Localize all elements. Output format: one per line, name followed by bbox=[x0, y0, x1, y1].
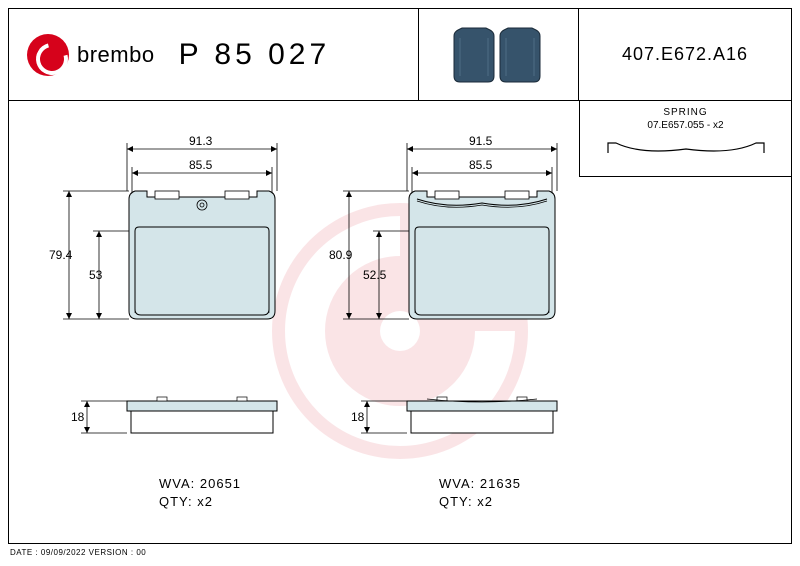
header-thumb bbox=[419, 9, 579, 100]
dim-text: 85.5 bbox=[469, 158, 493, 172]
dim-text: 91.5 bbox=[469, 134, 493, 148]
model-code: 407.E672.A16 bbox=[579, 9, 791, 100]
qty-value: x2 bbox=[197, 494, 213, 509]
brembo-icon bbox=[27, 34, 69, 76]
qty-label: QTY: bbox=[439, 494, 473, 509]
qty-right: QTY: x2 bbox=[439, 494, 493, 509]
qty-left: QTY: x2 bbox=[159, 494, 213, 509]
wva-label: WVA: bbox=[439, 476, 475, 491]
pad-thumbnail-icon bbox=[444, 20, 554, 90]
qty-label: QTY: bbox=[159, 494, 193, 509]
dim-text: 91.3 bbox=[189, 134, 213, 148]
dim-text: 85.5 bbox=[189, 158, 213, 172]
pad-right-side: 18 bbox=[329, 391, 589, 461]
pad-left-side: 18 bbox=[49, 391, 309, 461]
dim-text: 80.9 bbox=[329, 248, 353, 262]
header-left: brembo P 85 027 bbox=[9, 9, 419, 100]
dim-text: 18 bbox=[71, 410, 85, 424]
brand-logo: brembo bbox=[27, 34, 155, 76]
brand-name: brembo bbox=[77, 42, 155, 68]
dim-text: 79.4 bbox=[49, 248, 73, 262]
wva-label: WVA: bbox=[159, 476, 195, 491]
header: brembo P 85 027 407.E672.A16 bbox=[9, 9, 791, 101]
footer-text: DATE : 09/09/2022 VERSION : 00 bbox=[10, 548, 146, 557]
wva-left: WVA: 20651 bbox=[159, 476, 241, 491]
wva-value: 21635 bbox=[480, 476, 521, 491]
pad-left-front: 91.3 85.5 79.4 53 bbox=[49, 131, 309, 371]
drawing-area: 91.3 85.5 79.4 53 bbox=[9, 101, 791, 543]
wva-value: 20651 bbox=[200, 476, 241, 491]
wva-right: WVA: 21635 bbox=[439, 476, 521, 491]
pad-right-front: 91.5 85.5 80.9 52.5 bbox=[329, 131, 589, 371]
dim-text: 18 bbox=[351, 410, 365, 424]
part-number: P 85 027 bbox=[179, 38, 331, 72]
qty-value: x2 bbox=[477, 494, 493, 509]
dim-text: 53 bbox=[89, 268, 103, 282]
drawing-sheet: brembo P 85 027 407.E672.A16 SPRING 0 bbox=[8, 8, 792, 544]
dim-text: 52.5 bbox=[363, 268, 387, 282]
